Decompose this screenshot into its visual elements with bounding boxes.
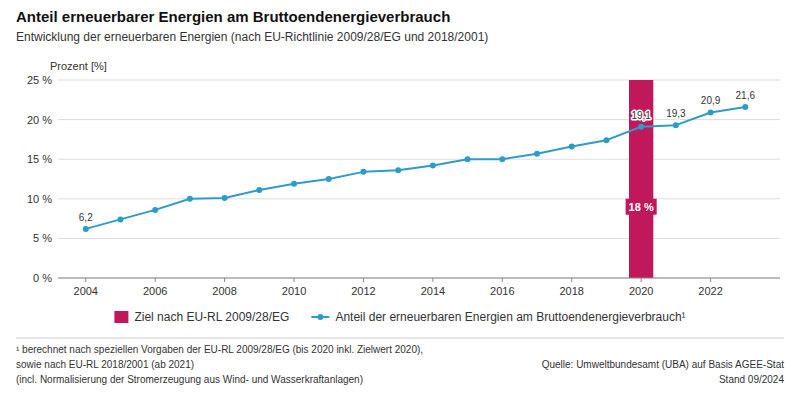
x-tick — [641, 278, 642, 282]
y-tick-label: 0 % — [33, 272, 52, 284]
plot-marks — [83, 80, 749, 278]
grid — [58, 80, 780, 278]
line — [86, 107, 746, 229]
source: Stand 09/2024 — [719, 374, 784, 385]
x-tick — [294, 278, 295, 282]
x-tick-label: 2008 — [212, 285, 236, 297]
x-tick — [502, 278, 503, 282]
chart: Anteil erneuerbarer Energien am Bruttoen… — [0, 0, 800, 400]
grid-line — [58, 278, 780, 279]
footnote: (incl. Normalisierung der Stromerzeugung… — [16, 374, 363, 385]
x-tick — [155, 278, 156, 282]
x-tick-label: 2014 — [421, 285, 445, 297]
data-label: 19,1 — [631, 110, 651, 121]
legend-label: Ziel nach EU-RL 2009/28/EG — [134, 310, 289, 324]
subtitle: Entwicklung der erneuerbaren Energien (n… — [16, 30, 488, 44]
marker — [360, 169, 366, 175]
x-tick — [363, 278, 364, 282]
y-tick-label: 10 % — [27, 193, 52, 205]
data-label: 21,6 — [736, 90, 756, 101]
grid-line — [58, 80, 780, 81]
legend-item: Anteil der erneuerbaren Energien am Brut… — [311, 310, 685, 324]
marker — [638, 124, 644, 130]
marker — [117, 216, 123, 222]
x-tick-label: 2016 — [490, 285, 514, 297]
marker — [256, 187, 262, 193]
bar — [629, 80, 653, 278]
source: Quelle: Umweltbundesamt (UBA) auf Basis … — [542, 359, 785, 370]
legend-label: Anteil der erneuerbaren Energien am Brut… — [335, 310, 685, 324]
legend-swatch — [114, 311, 128, 323]
x-tick — [432, 278, 433, 282]
marker — [187, 196, 193, 202]
marker — [534, 151, 540, 157]
x-tick-label: 2020 — [629, 285, 653, 297]
footnote: ¹ berechnet nach speziellen Vorgaben der… — [16, 344, 423, 355]
marker — [83, 226, 89, 232]
marker — [499, 156, 505, 162]
annotation: 18 % — [629, 201, 654, 213]
labels: 6,2 19,1 19,3 20,9 21,6 18 % — [79, 90, 756, 223]
marker — [326, 176, 332, 182]
y-tick-label: 25 % — [27, 74, 52, 86]
x-tick-label: 2004 — [74, 285, 98, 297]
x-tick — [224, 278, 225, 282]
grid-line — [58, 119, 780, 120]
data-label: 6,2 — [79, 212, 93, 223]
y-tick-label: 20 % — [27, 114, 52, 126]
grid-line — [58, 238, 780, 239]
marker — [291, 181, 297, 187]
marker — [152, 207, 158, 213]
y-tick-label: 15 % — [27, 153, 52, 165]
x-tick — [85, 278, 86, 282]
marker — [395, 167, 401, 173]
x-tick-label: 2018 — [559, 285, 583, 297]
data-label: 20,9 — [701, 95, 721, 106]
data-label: 19,3 — [666, 108, 686, 119]
x-tick — [571, 278, 572, 282]
x-tick-label: 2010 — [282, 285, 306, 297]
grid-line — [58, 198, 780, 199]
x-axis-line — [58, 278, 780, 279]
x-tick-label: 2006 — [143, 285, 167, 297]
marker — [603, 137, 609, 143]
marker — [465, 156, 471, 162]
annotation-background — [626, 199, 657, 215]
legend: Ziel nach EU-RL 2009/28/EG Anteil der ern… — [114, 310, 685, 324]
x-tick-label: 2012 — [351, 285, 375, 297]
legend-item: Ziel nach EU-RL 2009/28/EG — [114, 310, 289, 324]
marker — [569, 144, 575, 150]
separator — [16, 338, 784, 339]
x-tick-label: 2022 — [698, 285, 722, 297]
title: Anteil erneuerbarer Energien am Bruttoen… — [16, 8, 450, 25]
marker — [742, 104, 748, 110]
y-tick-label: 5 % — [33, 232, 52, 244]
marker — [673, 122, 679, 128]
legend-marker — [317, 314, 323, 320]
marker — [430, 163, 436, 169]
footnote: sowie nach EU-RL 2018/2001 (ab 2021) — [16, 359, 194, 370]
grid-line — [58, 159, 780, 160]
marker — [222, 195, 228, 201]
marker — [708, 109, 714, 115]
x-tick — [710, 278, 711, 282]
y-axis-label: Prozent [%] — [50, 60, 107, 72]
